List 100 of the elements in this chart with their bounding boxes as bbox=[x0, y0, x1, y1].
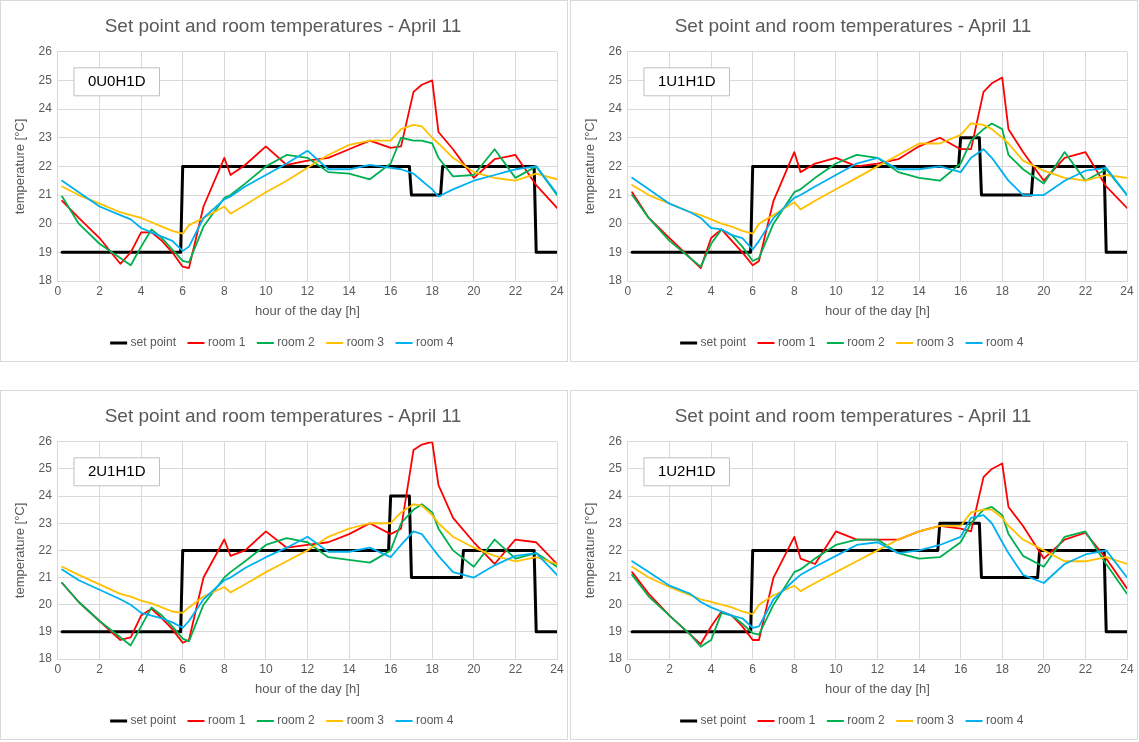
legend-label: room 4 bbox=[416, 713, 454, 728]
x-tick-label: 0 bbox=[54, 661, 62, 676]
y-tick-label: 20 bbox=[608, 216, 623, 231]
legend-label: room 3 bbox=[916, 713, 955, 728]
x-tick-label: 16 bbox=[383, 661, 398, 676]
x-tick-label: 4 bbox=[707, 283, 715, 298]
chart-title: Set point and room temperatures - April 11 bbox=[674, 404, 1032, 426]
legend-label: room 1 bbox=[777, 713, 816, 728]
y-tick-label: 19 bbox=[608, 624, 623, 639]
y-tick-label: 26 bbox=[38, 44, 53, 59]
y-tick-label: 25 bbox=[38, 461, 53, 476]
y-tick-label: 20 bbox=[38, 597, 53, 612]
legend-label: room 2 bbox=[277, 713, 316, 728]
x-tick-label: 18 bbox=[425, 661, 440, 676]
legend-label: room 4 bbox=[986, 335, 1024, 350]
y-tick-label: 23 bbox=[608, 515, 623, 530]
y-tick-label: 22 bbox=[38, 542, 53, 557]
x-tick-label: 2 bbox=[666, 661, 674, 676]
y-tick-label: 26 bbox=[608, 44, 623, 59]
x-tick-label: 12 bbox=[870, 283, 885, 298]
x-tick-label: 8 bbox=[790, 661, 798, 676]
chart-title: Set point and room temperatures - April 11 bbox=[674, 14, 1032, 36]
legend-label: room 2 bbox=[277, 335, 316, 350]
x-tick-label: 20 bbox=[1037, 661, 1051, 676]
x-tick-label: 4 bbox=[137, 661, 145, 676]
legend-label: room 3 bbox=[346, 335, 385, 350]
x-tick-label: 24 bbox=[550, 661, 564, 676]
x-tick-label: 18 bbox=[995, 661, 1010, 676]
x-tick-label: 16 bbox=[953, 661, 968, 676]
y-tick-label: 24 bbox=[38, 488, 53, 503]
annotation: 2U1H1D bbox=[87, 461, 146, 479]
legend-label: room 2 bbox=[847, 335, 886, 350]
x-tick-label: 6 bbox=[179, 661, 187, 676]
y-tick-label: 23 bbox=[38, 515, 53, 530]
x-tick-label: 8 bbox=[220, 661, 228, 676]
x-tick-label: 24 bbox=[1120, 283, 1134, 298]
x-tick-label: 18 bbox=[995, 283, 1010, 298]
x-tick-label: 22 bbox=[1078, 661, 1093, 676]
y-tick-label: 21 bbox=[38, 569, 53, 584]
legend-label: room 4 bbox=[986, 713, 1024, 728]
y-tick-label: 24 bbox=[608, 488, 623, 503]
legend-label: set point bbox=[130, 713, 177, 728]
x-tick-label: 24 bbox=[1120, 661, 1134, 676]
x-tick-label: 8 bbox=[220, 283, 228, 298]
legend-label: room 3 bbox=[916, 335, 955, 350]
x-tick-label: 22 bbox=[508, 661, 523, 676]
legend-label: room 1 bbox=[207, 713, 246, 728]
x-tick-label: 18 bbox=[425, 283, 440, 298]
x-tick-label: 0 bbox=[54, 283, 62, 298]
x-tick-label: 0 bbox=[624, 661, 632, 676]
y-tick-label: 23 bbox=[38, 130, 53, 145]
y-tick-label: 21 bbox=[608, 187, 623, 202]
x-tick-label: 22 bbox=[508, 283, 523, 298]
y-tick-label: 22 bbox=[38, 158, 53, 173]
x-tick-label: 16 bbox=[953, 283, 968, 298]
x-tick-label: 6 bbox=[179, 283, 187, 298]
y-axis-title: temperature [°C] bbox=[12, 118, 28, 215]
y-tick-label: 18 bbox=[38, 651, 53, 666]
y-axis-title: temperature [°C] bbox=[582, 118, 598, 215]
y-tick-label: 25 bbox=[38, 72, 53, 87]
y-tick-label: 20 bbox=[608, 597, 623, 612]
x-tick-label: 10 bbox=[259, 661, 273, 676]
annotation: 1U2H1D bbox=[657, 461, 716, 479]
legend-label: room 1 bbox=[207, 335, 246, 350]
x-tick-label: 10 bbox=[829, 283, 843, 298]
chart-title: Set point and room temperatures - April 11 bbox=[104, 14, 462, 36]
annotation: 0U0H1D bbox=[87, 71, 146, 89]
y-tick-label: 24 bbox=[608, 101, 623, 116]
legend-label: room 2 bbox=[847, 713, 886, 728]
x-tick-label: 20 bbox=[467, 661, 481, 676]
legend-label: set point bbox=[700, 335, 747, 350]
y-tick-label: 24 bbox=[38, 101, 53, 116]
x-axis-title: hour of the day [h] bbox=[825, 680, 930, 696]
x-tick-label: 14 bbox=[342, 661, 357, 676]
x-tick-label: 2 bbox=[666, 283, 674, 298]
y-tick-label: 25 bbox=[608, 72, 623, 87]
y-tick-label: 22 bbox=[608, 542, 623, 557]
y-tick-label: 18 bbox=[38, 273, 53, 288]
legend-label: room 3 bbox=[346, 713, 385, 728]
x-tick-label: 0 bbox=[624, 283, 632, 298]
y-tick-label: 19 bbox=[608, 244, 623, 259]
x-tick-label: 2 bbox=[96, 661, 104, 676]
x-tick-label: 14 bbox=[912, 283, 927, 298]
x-tick-label: 12 bbox=[870, 661, 885, 676]
y-axis-title: temperature [°C] bbox=[12, 502, 28, 599]
x-tick-label: 4 bbox=[137, 283, 145, 298]
annotation: 1U1H1D bbox=[657, 71, 716, 89]
x-axis-title: hour of the day [h] bbox=[255, 680, 360, 696]
x-tick-label: 12 bbox=[300, 661, 315, 676]
x-tick-label: 14 bbox=[342, 283, 357, 298]
legend-label: set point bbox=[700, 713, 747, 728]
legend-label: set point bbox=[130, 335, 177, 350]
x-tick-label: 20 bbox=[467, 283, 481, 298]
y-tick-label: 21 bbox=[38, 187, 53, 202]
y-tick-label: 25 bbox=[608, 461, 623, 476]
legend-label: room 1 bbox=[777, 335, 816, 350]
y-tick-label: 26 bbox=[38, 434, 53, 449]
x-axis-title: hour of the day [h] bbox=[825, 302, 930, 318]
y-tick-label: 20 bbox=[38, 216, 53, 231]
y-tick-label: 26 bbox=[608, 434, 623, 449]
